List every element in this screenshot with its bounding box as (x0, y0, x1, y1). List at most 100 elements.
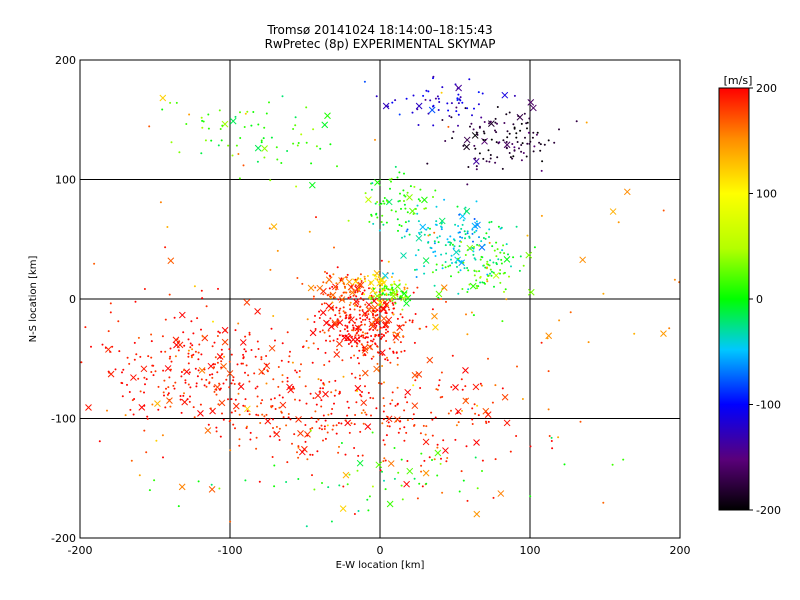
data-point (342, 299, 345, 301)
data-point (154, 370, 157, 373)
data-point (305, 402, 308, 405)
data-point (211, 376, 214, 379)
data-point (662, 209, 665, 212)
data-point (278, 406, 281, 409)
data-point (197, 369, 200, 372)
data-point (506, 136, 509, 139)
data-point (443, 198, 446, 201)
data-point (244, 398, 247, 401)
data-point (349, 296, 352, 298)
data-point (256, 340, 259, 343)
data-point-cross (361, 310, 369, 317)
data-point (382, 223, 385, 226)
data-point (376, 216, 379, 219)
data-point (133, 341, 136, 344)
data-point (472, 253, 475, 256)
data-point (281, 342, 284, 345)
data-point (418, 231, 420, 234)
data-point (256, 395, 259, 398)
data-point (159, 201, 162, 204)
data-point (477, 91, 480, 94)
data-point (338, 309, 341, 312)
data-point (393, 283, 396, 285)
data-point-cross (385, 316, 393, 324)
data-point (478, 236, 480, 239)
data-point (324, 419, 327, 422)
data-point (520, 150, 523, 153)
data-point-cross (197, 410, 204, 417)
data-point (398, 283, 401, 286)
data-point (476, 487, 479, 490)
data-point (403, 235, 406, 238)
data-point (228, 386, 231, 389)
data-point-cross (325, 302, 333, 310)
data-point (380, 337, 383, 340)
data-point (332, 273, 335, 276)
data-point (270, 327, 273, 330)
data-point (501, 387, 504, 390)
data-point (424, 207, 427, 210)
data-point (385, 340, 388, 342)
data-point (402, 335, 405, 338)
data-point (419, 432, 422, 435)
data-point (526, 142, 529, 145)
data-point (271, 456, 274, 458)
data-point (413, 185, 416, 188)
data-point (510, 265, 512, 268)
data-point (497, 258, 500, 261)
data-point (148, 489, 151, 492)
data-point (265, 355, 268, 357)
data-point-cross (440, 284, 448, 291)
data-point (339, 307, 342, 310)
data-point (433, 240, 436, 243)
data-point (462, 261, 465, 264)
data-point (232, 376, 235, 379)
data-point (216, 335, 219, 337)
data-point (157, 408, 160, 411)
data-point (366, 341, 369, 344)
data-point (306, 434, 309, 437)
data-point (147, 355, 150, 358)
data-point (471, 423, 474, 425)
data-point (380, 221, 383, 223)
data-point (348, 321, 351, 324)
data-point (281, 374, 284, 377)
data-point (373, 295, 375, 298)
data-point (252, 111, 255, 113)
data-point-cross (309, 329, 317, 337)
data-point (467, 166, 470, 168)
data-point (374, 277, 377, 280)
data-point (238, 177, 241, 180)
data-point (203, 368, 206, 371)
data-point (483, 121, 486, 123)
data-point (184, 381, 187, 384)
data-point (382, 460, 385, 463)
data-point (230, 398, 233, 401)
data-point (278, 427, 281, 430)
data-point (286, 376, 289, 379)
data-point (395, 351, 398, 354)
data-point (486, 278, 488, 281)
data-point (242, 357, 245, 360)
data-point (189, 395, 191, 398)
data-point (460, 260, 463, 263)
data-point (387, 421, 390, 424)
data-point (400, 484, 403, 487)
data-point (363, 80, 366, 83)
data-point (482, 264, 485, 267)
data-point (272, 427, 274, 429)
data-point (393, 341, 396, 344)
data-point-cross (463, 136, 471, 144)
data-point (475, 279, 478, 282)
data-point (452, 247, 455, 250)
data-point-cross (404, 388, 412, 396)
data-point (376, 313, 379, 316)
data-point (499, 251, 502, 254)
data-point (197, 358, 200, 361)
data-point (220, 139, 223, 142)
data-point (354, 376, 357, 379)
data-point (133, 358, 136, 361)
data-point (281, 95, 284, 98)
data-point (379, 294, 382, 297)
data-point-cross (431, 312, 438, 320)
